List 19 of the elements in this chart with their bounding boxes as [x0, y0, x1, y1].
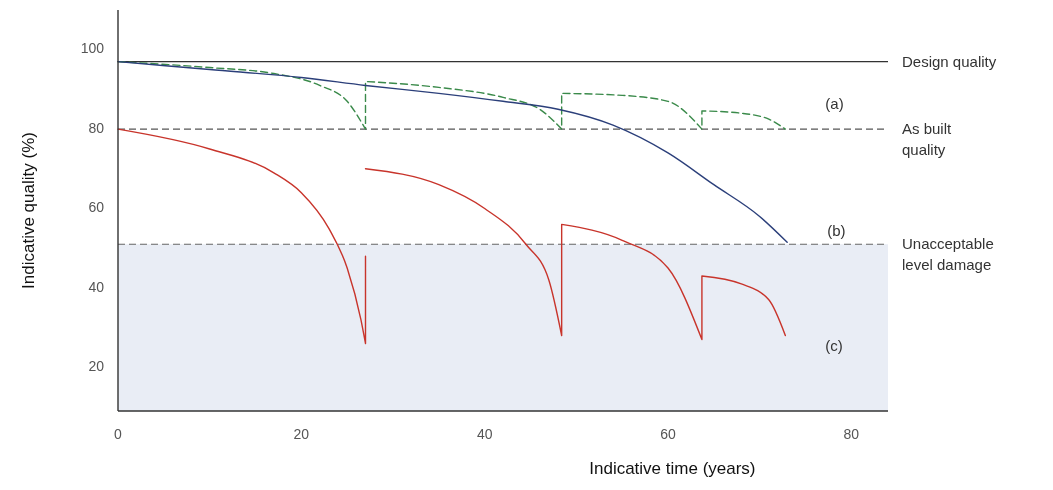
y-tick-label: 80 [88, 119, 105, 136]
x-tick-label: 80 [843, 426, 860, 442]
line-series [117, 60, 788, 243]
x-tick-label: 60 [660, 426, 676, 442]
y-tick-label: 100 [80, 40, 105, 57]
x-tick-label: 20 [293, 426, 310, 442]
x-tick-label: 0 [114, 426, 123, 442]
y-tick-label: 60 [88, 199, 105, 216]
y-axis-title: Indicative quality (%) [19, 132, 38, 289]
ref-line-label: Unacceptable level damage [902, 235, 994, 274]
ref-line-label: As built quality [902, 120, 953, 159]
text: (b) [827, 222, 846, 240]
x-tick-label: 40 [476, 426, 493, 442]
y-tick-label: 20 [88, 358, 105, 375]
text: (c) [825, 337, 843, 355]
ref-line-label: Design quality [902, 52, 997, 70]
y-tick-label: 40 [88, 278, 105, 295]
text: (a) [825, 95, 844, 113]
x-axis-title: Indicative time (years) [589, 459, 756, 478]
